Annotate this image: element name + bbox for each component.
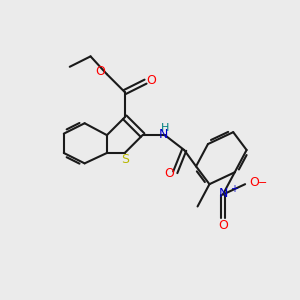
Text: S: S [121,153,129,166]
Text: O: O [250,176,260,189]
Text: O: O [164,167,174,180]
Text: O: O [218,219,228,232]
Text: N: N [159,128,168,141]
Text: +: + [230,184,238,194]
Text: −: − [258,178,268,188]
Text: H: H [161,123,169,133]
Text: O: O [95,65,105,78]
Text: N: N [219,187,228,200]
Text: O: O [146,74,156,87]
